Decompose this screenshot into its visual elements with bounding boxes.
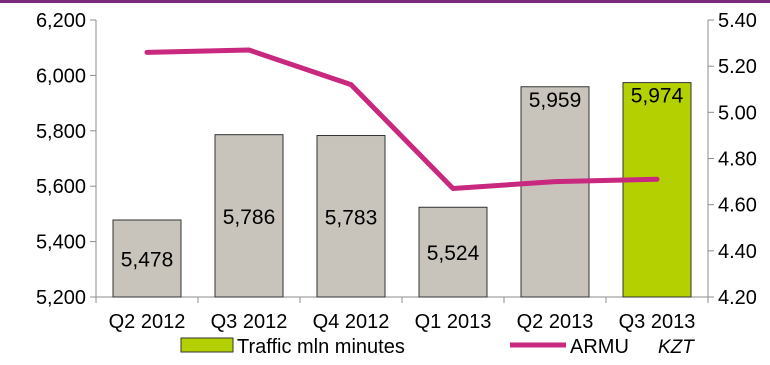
legend: Traffic mln minutes ARMU KZT bbox=[180, 336, 695, 358]
legend-armu-label: ARMU bbox=[570, 336, 629, 358]
right-axis-tick-label: 4.20 bbox=[718, 287, 757, 309]
left-axis-tick-label: 5,600 bbox=[36, 176, 86, 198]
right-axis-tick-label: 4.40 bbox=[718, 241, 757, 263]
data-labels-group: 5,478 5,786 5,783 5,524 5,959 5,974 bbox=[121, 85, 684, 272]
bar-q2-2012 bbox=[112, 219, 182, 298]
bars-group bbox=[112, 82, 692, 298]
top-accent-rule bbox=[0, 0, 770, 3]
left-axis-tick-label: 5,200 bbox=[36, 287, 86, 309]
bar-data-label: 5,959 bbox=[529, 89, 582, 112]
bar-q3-2013 bbox=[622, 82, 692, 298]
right-axis-tick-label: 5.40 bbox=[718, 10, 757, 32]
left-axis-tick-label: 5,400 bbox=[36, 232, 86, 254]
armu-point bbox=[247, 48, 251, 52]
x-axis-category-label: Q3 2013 bbox=[619, 311, 696, 333]
axes-group: 5,200 5,400 5,600 5,800 6,000 6,200 4.20 4.40 4.… bbox=[36, 10, 757, 333]
armu-point bbox=[553, 180, 557, 184]
x-axis-category-label: Q3 2012 bbox=[211, 311, 288, 333]
legend-traffic-label: Traffic mln minutes bbox=[237, 336, 405, 358]
bar-data-label: 5,783 bbox=[325, 206, 378, 229]
right-axis-tick-label: 5.20 bbox=[718, 56, 757, 78]
right-axis-tick-label: 4.80 bbox=[718, 149, 757, 171]
x-axis-category-label: Q2 2013 bbox=[517, 311, 594, 333]
bar-q1-2013 bbox=[418, 206, 488, 298]
armu-point bbox=[655, 177, 659, 181]
bar-data-label: 5,478 bbox=[121, 248, 174, 271]
right-axis-tick-label: 4.60 bbox=[718, 195, 757, 217]
armu-point bbox=[145, 50, 149, 54]
left-axis-tick-label: 6,200 bbox=[36, 10, 86, 32]
x-axis-category-label: Q4 2012 bbox=[313, 311, 390, 333]
left-axis-tick-label: 5,800 bbox=[36, 121, 86, 143]
bar-q4-2012 bbox=[316, 135, 386, 298]
legend-traffic-swatch bbox=[180, 337, 234, 353]
armu-line bbox=[144, 47, 660, 192]
right-axis-tick-label: 5.00 bbox=[718, 102, 757, 124]
left-axis-tick-label: 6,000 bbox=[36, 65, 86, 87]
bar-data-label: 5,974 bbox=[631, 85, 684, 108]
bar-q2-2013 bbox=[520, 86, 590, 298]
bar-data-label: 5,524 bbox=[427, 242, 480, 265]
line-series-group bbox=[144, 47, 660, 192]
bar-q3-2012 bbox=[214, 134, 284, 298]
right-axis-unit-label: KZT bbox=[658, 337, 695, 358]
x-axis-category-label: Q2 2012 bbox=[109, 311, 186, 333]
x-axis-category-label: Q1 2013 bbox=[415, 311, 492, 333]
armu-point bbox=[451, 187, 455, 191]
armu-point bbox=[349, 83, 353, 87]
bar-data-label: 5,786 bbox=[223, 206, 276, 229]
